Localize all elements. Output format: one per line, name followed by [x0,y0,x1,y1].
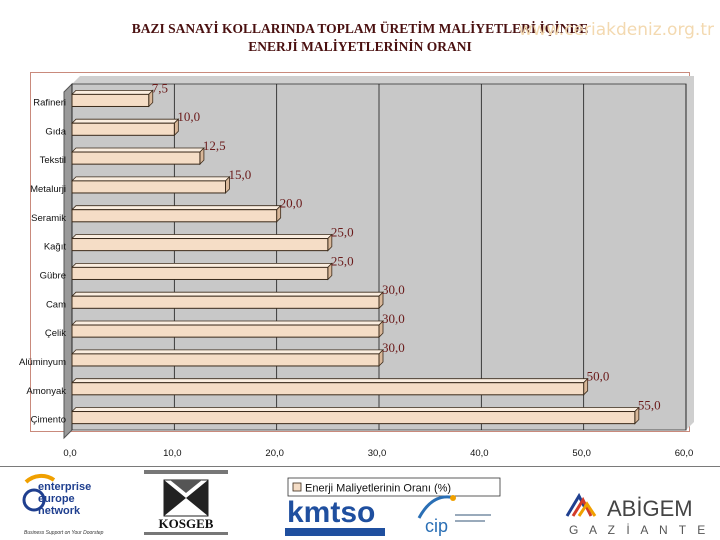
legend-box [287,477,501,497]
bar-top-9 [71,349,384,355]
x-tick-label-5: 50,0 [572,448,591,459]
svg-text:enterprise: enterprise [38,481,91,493]
chart-title-line-2: ENERJİ MALİYETLERİNİN ORANI [248,39,472,54]
bar-top-1 [71,118,180,124]
bar-top-10 [71,378,589,384]
bar-9 [71,353,380,367]
category-label-1: Gıda [45,126,66,137]
x-tick-label-6: 60,0 [675,448,694,459]
bar-value-label-6: 25,0 [331,253,354,268]
bar-value-label-2: 12,5 [203,138,226,153]
category-label-0: Rafineri [33,97,66,108]
bar-5 [71,238,329,252]
x-tick-label-1: 10,0 [163,448,182,459]
bar-top-3 [71,176,231,182]
bar-10 [71,382,585,396]
bar-6 [71,266,329,280]
legend-swatch [292,482,302,492]
bar-top-8 [71,320,384,326]
x-tick-label-3: 30,0 [368,448,387,459]
bar-value-label-5: 25,0 [331,225,354,240]
svg-text:G A Z İ A N T E P: G A Z İ A N T E P [569,523,715,537]
x-tick-label-0: 0,0 [63,448,76,459]
legend-label: Enerji Maliyetlerinin Oranı (%) [305,483,451,495]
bar-value-label-3: 15,0 [229,167,252,182]
x-tick-label-4: 40,0 [470,448,489,459]
enterprise-europe-network-logo: enterprise europe network Business Suppo… [22,473,104,536]
footer-divider [0,466,720,467]
svg-text:network: network [38,505,81,517]
bar-value-label-10: 50,0 [587,369,610,384]
bar-chart: 7,5 Rafineri 10,0 Gıda 12,5 Tekstil 15,0 Metalu… [19,76,694,497]
bar-value-label-7: 30,0 [382,282,405,297]
bar-value-label-0: 7,5 [152,80,168,95]
bar-top-11 [71,407,640,412]
bar-value-label-1: 10,0 [177,109,200,124]
kosgeb-logo: KOSGEB [144,470,228,535]
bar-0 [71,93,150,107]
watermark-url: www.ceriakdeniz.org.tr [518,20,714,40]
category-label-11: Çimento [31,415,66,426]
category-label-9: Alüminyum [19,357,66,368]
svg-text:KOSGEB: KOSGEB [159,516,214,531]
svg-text:kmtso: kmtso [287,496,375,529]
svg-text:europe: europe [38,493,75,505]
abigem-logo: ABİGEM G A Z İ A N T E P [565,492,715,537]
bar-2 [71,151,201,165]
bar-top-7 [71,291,384,297]
bar-1 [71,122,175,136]
bar-value-label-11: 55,0 [638,398,661,413]
category-label-5: Kağıt [44,242,67,253]
bar-7 [71,295,380,309]
chart-title-line-1: BAZI SANAYİ KOLLARINDA TOPLAM ÜRETİM MAL… [131,21,589,36]
bar-top-5 [71,234,333,239]
svg-text:ABİGEM: ABİGEM [607,496,693,521]
category-label-4: Seramik [31,213,66,224]
x-tick-label-2: 20,0 [265,448,284,459]
bar-top-0 [71,89,154,95]
svg-text:Business Support on Your Doors: Business Support on Your Doorstep [24,530,104,536]
bar-3 [71,180,226,194]
category-label-10: Amonyak [26,386,66,397]
bar-top-6 [71,262,333,268]
bar-top-2 [71,147,205,153]
bar-value-label-8: 30,0 [382,311,405,326]
bar-11 [71,411,636,425]
cip-logo: cip [417,495,491,536]
bar-4 [71,209,278,223]
bar-8 [71,324,380,338]
kmtso-logo: kmtso [285,496,385,536]
category-label-8: Çelik [45,328,66,339]
category-label-3: Metalurji [30,184,66,195]
category-label-6: Gübre [40,270,66,281]
bar-top-4 [71,205,282,211]
category-label-7: Cam [46,299,66,310]
bar-value-label-9: 30,0 [382,340,405,355]
bar-value-label-4: 20,0 [280,196,303,211]
category-label-2: Tekstil [40,155,66,166]
svg-text:cip: cip [425,516,448,536]
